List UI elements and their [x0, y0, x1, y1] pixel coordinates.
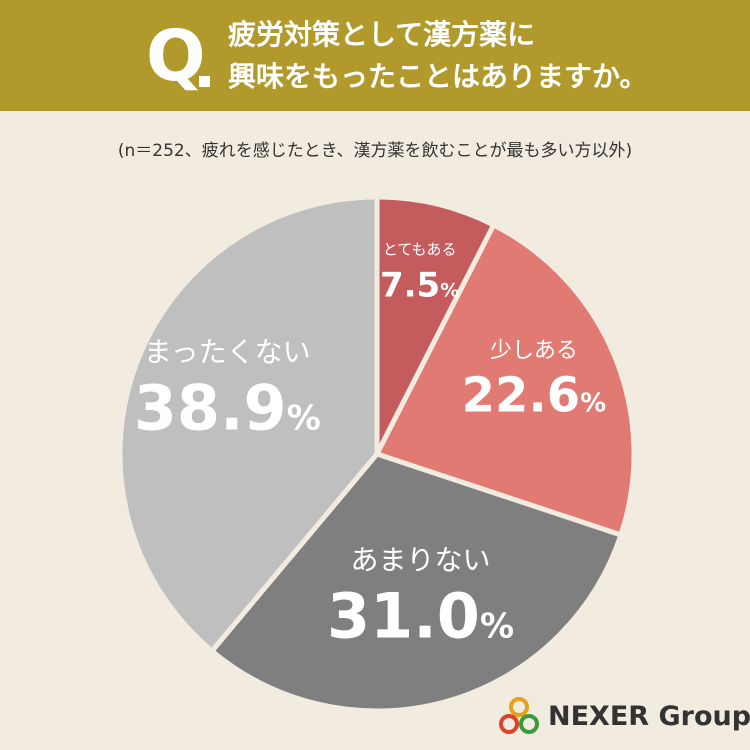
pie-slice-4	[117, 194, 380, 654]
pie-slice-3	[209, 451, 624, 714]
question-dot	[199, 76, 210, 87]
header-bar: Q 疲労対策として漢方薬に 興味をもったことはありますか。	[0, 0, 750, 111]
question-title-line-2: 興味をもったことはありますか。	[228, 60, 648, 93]
slice-label-4: まったくない	[144, 336, 311, 369]
brand-name: NEXER Group	[548, 700, 750, 732]
nexer-rings-icon	[499, 697, 539, 734]
slice-label-3: あまりない	[350, 543, 490, 576]
slice-label-1: とてもある	[383, 241, 457, 259]
question-mark-q: Q	[146, 15, 206, 97]
brand-logo: NEXER Group	[498, 696, 750, 736]
pie-slice-1	[374, 194, 497, 457]
slice-label-2: 少しある	[490, 339, 578, 364]
sample-note: (n＝252、疲れを感じたとき、漢方薬を飲むことが最も多い方以外)	[117, 141, 633, 161]
question-title-line-1: 疲労対策として漢方薬に	[228, 18, 536, 51]
pie-slice-2	[374, 222, 637, 538]
